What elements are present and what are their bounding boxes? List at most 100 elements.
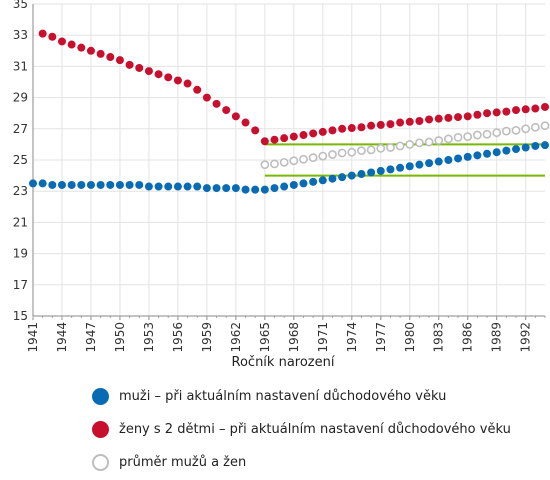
average-point: [540, 121, 550, 131]
series-2: [260, 121, 550, 170]
legend-item-average: průměr mužů a žen: [92, 446, 532, 479]
y-tick-label: 19: [13, 247, 28, 261]
men-point: [57, 180, 66, 189]
y-tick-label: 31: [13, 59, 28, 73]
women-point: [483, 109, 492, 118]
y-tick-label: 15: [13, 309, 28, 323]
women-point: [376, 120, 385, 129]
x-tick-label: 1944: [55, 322, 69, 353]
women-point: [367, 121, 376, 130]
men-point: [173, 182, 182, 191]
men-point: [502, 146, 511, 155]
women-point: [212, 99, 221, 108]
men-point: [125, 180, 134, 189]
women-point: [357, 123, 366, 132]
average-point: [347, 147, 357, 157]
x-tick-label: 1968: [287, 322, 301, 353]
y-tick-label: 23: [13, 184, 28, 198]
men-point: [86, 180, 95, 189]
women-point: [405, 117, 414, 126]
women-point: [251, 126, 260, 135]
men-point: [425, 159, 434, 168]
women-point: [463, 112, 472, 121]
men-point: [473, 151, 482, 160]
men-point: [144, 182, 153, 191]
men-point: [222, 184, 231, 193]
women-point: [425, 115, 434, 124]
x-tick-label: 1971: [316, 322, 330, 353]
women-point: [492, 108, 501, 117]
women-point: [38, 29, 47, 38]
x-tick-label: 1983: [432, 322, 446, 353]
women-point: [434, 114, 443, 123]
women-point: [96, 49, 105, 58]
x-tick-labels: 1941 1944 1947 1950 1953 1956 1959 1962 1965 1968…: [26, 322, 533, 353]
x-tick-label: 1977: [374, 322, 388, 353]
average-point: [472, 130, 482, 140]
men-point: [541, 141, 549, 150]
women-point: [531, 104, 540, 113]
y-tick-label: 29: [13, 91, 28, 105]
legend: muži – při aktuálním nastavení důchodové…: [92, 380, 532, 479]
women-point: [48, 32, 57, 41]
women-point: [77, 43, 86, 52]
average-point: [328, 150, 337, 159]
average-point: [521, 124, 531, 134]
women-point: [144, 67, 153, 76]
men-point: [309, 177, 318, 186]
average-point: [405, 139, 415, 149]
men-point: [280, 182, 289, 191]
axes: [32, 4, 546, 320]
women-point: [454, 113, 463, 122]
men-point: [231, 184, 240, 193]
men-point: [512, 145, 521, 154]
x-tick-label: 1950: [113, 322, 127, 353]
women-point: [512, 106, 521, 115]
men-point: [328, 174, 337, 183]
y-tick-label: 17: [13, 278, 28, 292]
women-point: [222, 106, 231, 115]
men-point: [164, 182, 173, 191]
x-tick-label: 1947: [84, 322, 98, 353]
men-point: [67, 180, 76, 189]
y-tick-label: 21: [13, 215, 28, 229]
women-point: [231, 112, 240, 121]
average-point: [501, 126, 511, 136]
men-point: [241, 185, 250, 194]
men-point: [289, 180, 298, 189]
series-0: [29, 141, 549, 194]
women-point: [57, 37, 66, 46]
average-point: [530, 122, 540, 132]
data-series: [29, 29, 550, 194]
women-point: [154, 70, 163, 79]
x-tick-label: 1941: [26, 322, 40, 353]
women-point: [541, 102, 549, 111]
men-point: [531, 141, 540, 150]
average-point: [318, 151, 328, 161]
men-point: [454, 154, 463, 163]
women-point: [309, 129, 318, 138]
men-point: [405, 162, 414, 171]
men-point: [396, 163, 405, 172]
x-tick-label: 1989: [490, 322, 504, 353]
x-tick-label: 1980: [403, 322, 417, 353]
x-tick-label: 1974: [345, 322, 359, 353]
men-point: [77, 180, 86, 189]
average-point: [482, 129, 492, 139]
average-point: [357, 146, 366, 156]
women-point: [396, 118, 405, 127]
y-tick-labels: 15 17 19 21 23 25 27 29 31 33 35: [13, 0, 28, 323]
men-point: [106, 180, 115, 189]
y-tick-label: 27: [13, 122, 28, 136]
women-point: [115, 56, 124, 65]
women-point: [473, 110, 482, 119]
women-point: [318, 127, 327, 136]
women-point: [415, 117, 424, 125]
men-point: [96, 180, 105, 189]
men-point: [135, 180, 144, 189]
men-point: [521, 143, 530, 152]
women-point: [270, 135, 279, 144]
women-point: [347, 124, 356, 133]
series-1: [38, 29, 549, 146]
